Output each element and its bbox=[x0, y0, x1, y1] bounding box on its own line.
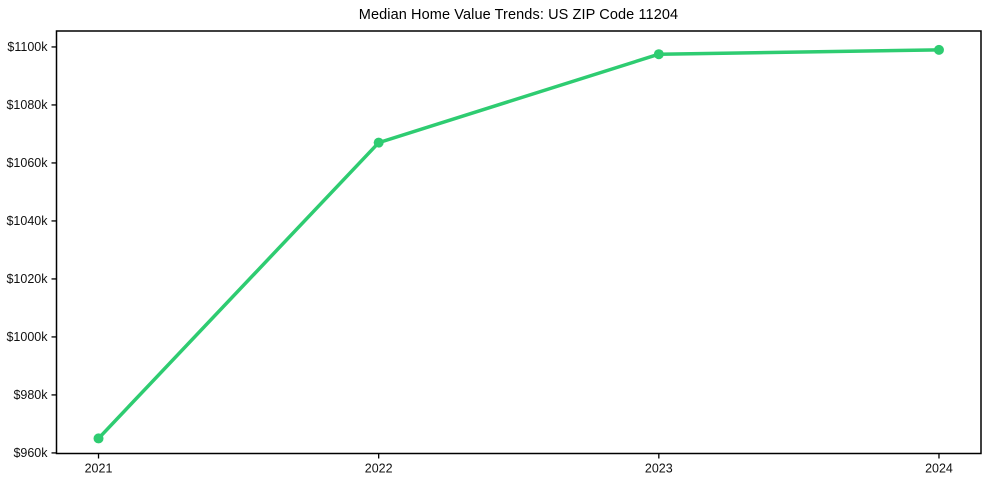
trend-line bbox=[96, 48, 941, 441]
y-tick-label: $980k bbox=[13, 388, 48, 402]
y-tick-label: $960k bbox=[13, 446, 48, 460]
y-tick-label: $1100k bbox=[7, 40, 48, 54]
y-tick-label: $1040k bbox=[6, 214, 48, 228]
plot-area-spines bbox=[55, 30, 982, 455]
y-tick-label: $1020k bbox=[6, 272, 48, 286]
x-tick-label: 2023 bbox=[645, 462, 673, 476]
data-point-marker bbox=[653, 49, 664, 60]
data-point-marker bbox=[373, 137, 384, 148]
y-tick-label: $1080k bbox=[6, 98, 48, 112]
chart-title: Median Home Value Trends: US ZIP Code 11… bbox=[358, 7, 679, 23]
x-tick-label: 2021 bbox=[85, 462, 113, 476]
y-tick-label: $1000k bbox=[6, 330, 48, 344]
data-point-marker bbox=[933, 44, 944, 55]
x-tick-label: 2024 bbox=[925, 462, 953, 476]
data-point-marker bbox=[93, 433, 104, 444]
x-tick-label: 2022 bbox=[365, 462, 393, 476]
y-tick-label: $1060k bbox=[6, 156, 48, 170]
